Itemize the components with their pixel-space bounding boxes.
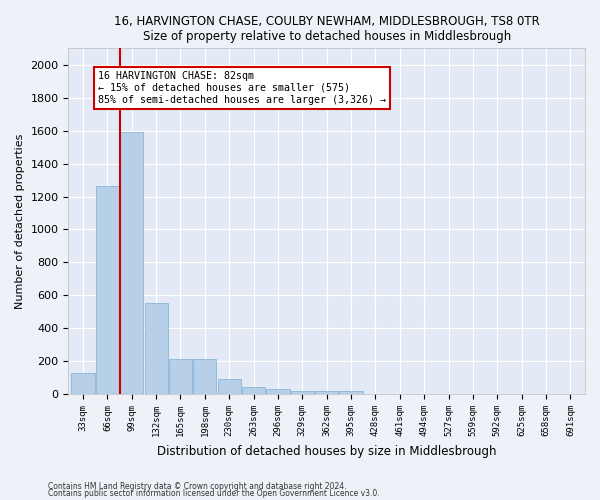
Bar: [96, 186, 119, 394]
Bar: [71, 373, 95, 394]
Y-axis label: Number of detached properties: Number of detached properties: [15, 134, 25, 309]
Bar: [242, 387, 265, 394]
Bar: [315, 391, 338, 394]
Text: Contains public sector information licensed under the Open Government Licence v3: Contains public sector information licen…: [48, 489, 380, 498]
Bar: [169, 359, 192, 394]
Bar: [266, 390, 290, 394]
Title: 16, HARVINGTON CHASE, COULBY NEWHAM, MIDDLESBROUGH, TS8 0TR
Size of property rel: 16, HARVINGTON CHASE, COULBY NEWHAM, MID…: [114, 15, 539, 43]
Bar: [145, 303, 168, 394]
Bar: [218, 380, 241, 394]
Text: 16 HARVINGTON CHASE: 82sqm
← 15% of detached houses are smaller (575)
85% of sem: 16 HARVINGTON CHASE: 82sqm ← 15% of deta…: [98, 72, 386, 104]
Bar: [291, 391, 314, 394]
Bar: [193, 359, 217, 394]
Bar: [120, 132, 143, 394]
Text: Contains HM Land Registry data © Crown copyright and database right 2024.: Contains HM Land Registry data © Crown c…: [48, 482, 347, 491]
X-axis label: Distribution of detached houses by size in Middlesbrough: Distribution of detached houses by size …: [157, 444, 496, 458]
Bar: [340, 391, 362, 394]
